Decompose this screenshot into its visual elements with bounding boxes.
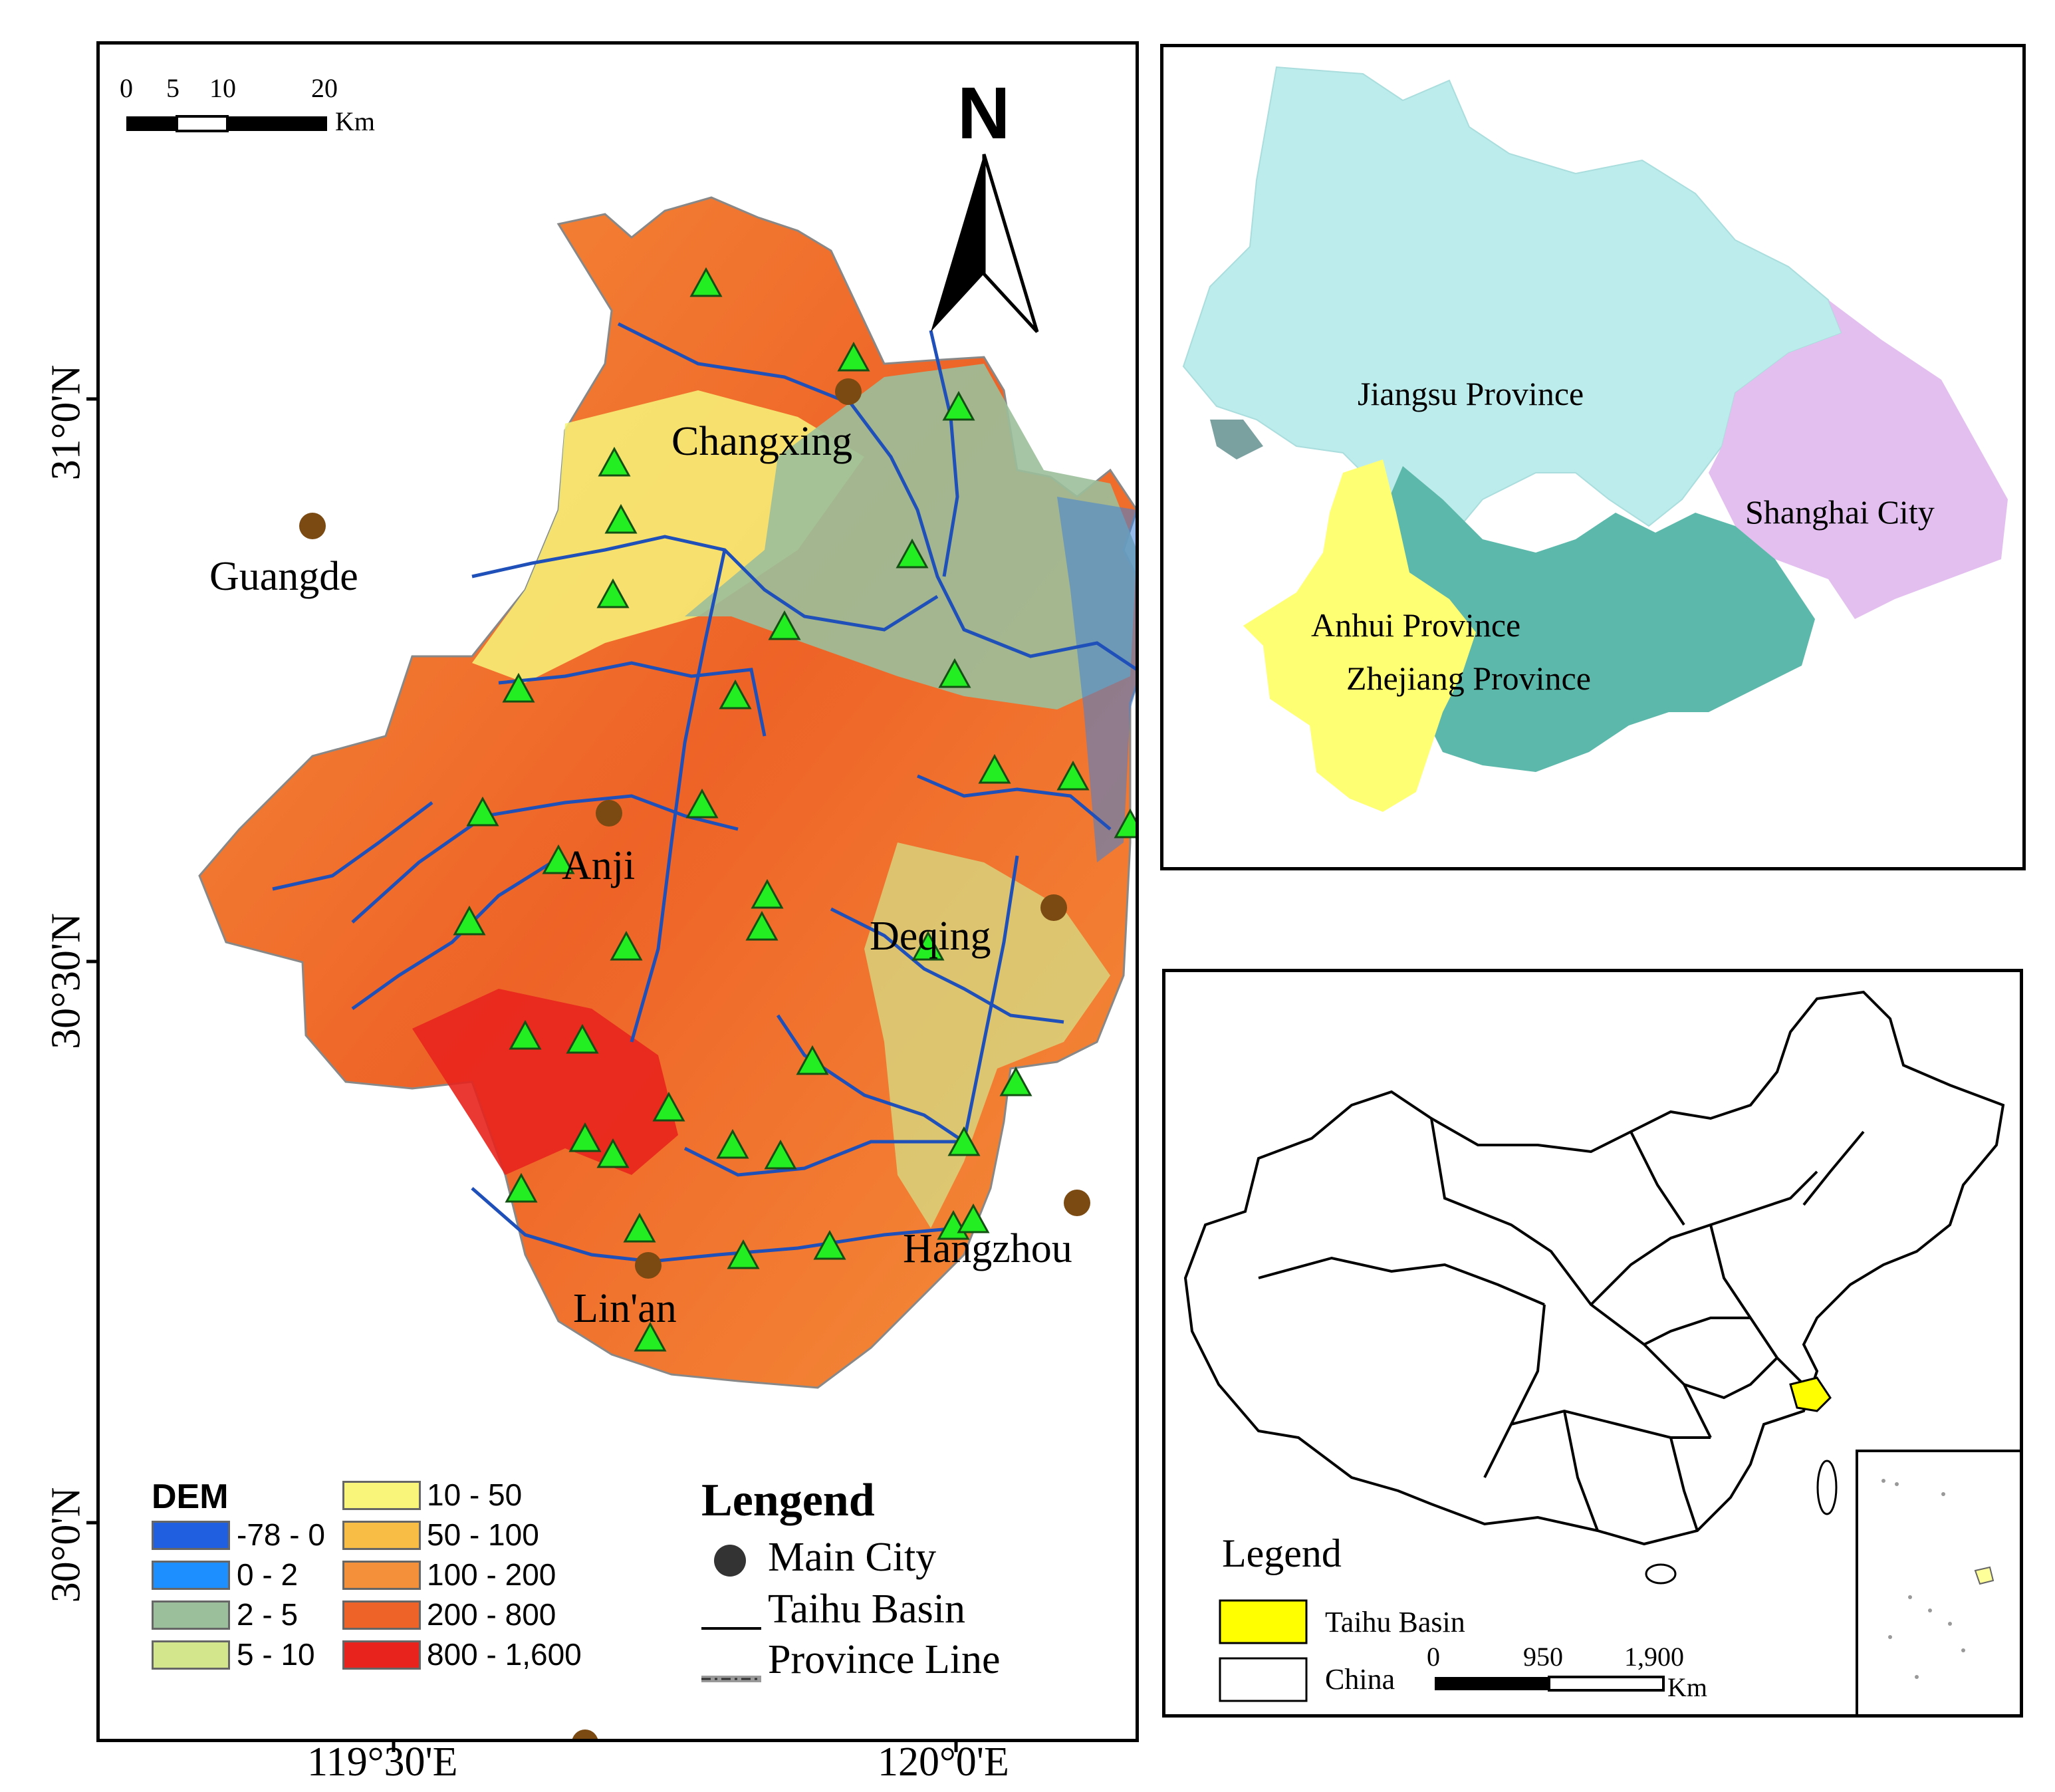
dem-label-4: 5 - 10	[237, 1637, 315, 1672]
legend-province-line: Province Line	[768, 1637, 1001, 1682]
dem-swatch-7	[342, 1561, 421, 1590]
china-scale-unit: Km	[1667, 1672, 1707, 1702]
main-city-symbol-icon	[714, 1545, 746, 1577]
dem-label-6: 50 - 100	[427, 1517, 539, 1552]
station-markers	[453, 267, 1136, 1352]
dem-swatch-6	[342, 1521, 421, 1550]
label-anhui: Anhui Province	[1311, 606, 1521, 644]
china-legend-taihu: Taihu Basin	[1325, 1606, 1465, 1638]
dem-label-3: 2 - 5	[237, 1597, 299, 1632]
dem-swatch-4	[152, 1640, 230, 1670]
legend-taihu-swatch	[1219, 1599, 1308, 1644]
dem-label-9: 800 - 1,600	[427, 1637, 582, 1672]
scale-unit: Km	[335, 106, 375, 136]
province-map-svg	[1182, 66, 2008, 812]
scale-tick-20: 20	[311, 73, 338, 103]
china-map-frame: Legend Taihu Basin China 0 950 1,900 Km	[1162, 969, 2023, 1718]
inset-taihu	[1974, 1566, 1995, 1585]
label-shanghai: Shanghai City	[1745, 493, 1935, 531]
china-scale-tick-950: 950	[1523, 1642, 1563, 1672]
shanghai-city-shape	[1709, 300, 2008, 619]
anhui-province-shape	[1243, 459, 1476, 812]
north-label: N	[957, 72, 1011, 154]
city-label-linan: Lin'an	[573, 1286, 677, 1331]
province-map-frame: Jiangsu Province Shanghai City Anhui Pro…	[1160, 44, 2026, 870]
hainan-island	[1645, 1563, 1677, 1585]
legend-taihu-basin: Taihu Basin	[768, 1587, 966, 1632]
city-label-changxing: Changxing	[671, 419, 853, 464]
symbol-legend-title: Lengend	[701, 1475, 875, 1526]
dem-swatch-9	[342, 1640, 421, 1670]
dem-label-7: 100 - 200	[427, 1557, 556, 1592]
river-network	[272, 322, 1136, 1263]
china-scale-white	[1548, 1676, 1665, 1692]
province-line-icon	[701, 1676, 761, 1682]
legend-main-city: Main City	[768, 1535, 937, 1580]
dem-swatch-2	[152, 1561, 230, 1590]
lat-label-31: 31°0'N	[43, 364, 89, 481]
dem-swatch-5	[342, 1481, 421, 1510]
city-label-anji: Anji	[562, 843, 636, 888]
taihu-basin-line-icon	[701, 1627, 761, 1630]
zhejiang-province-shape	[1383, 466, 1815, 772]
scale-tick-5: 5	[166, 73, 180, 103]
scale-tick-10: 10	[209, 73, 236, 103]
inset-islands	[1881, 1479, 1965, 1679]
scale-tick-0: 0	[120, 73, 133, 103]
dem-swatch-1	[152, 1521, 230, 1550]
lon-label-119-30: 119°30'E	[307, 1739, 458, 1785]
china-scale-tick-0: 0	[1427, 1642, 1440, 1672]
china-map-svg	[1183, 990, 2020, 1714]
city-label-hangzhou: Hangzhou	[903, 1226, 1072, 1271]
dem-label-1: -78 - 0	[237, 1517, 325, 1552]
dem-label-8: 200 - 800	[427, 1597, 556, 1632]
china-scale-tick-1900: 1,900	[1624, 1642, 1684, 1672]
dem-swatch-8	[342, 1600, 421, 1630]
dem-label-5: 10 - 50	[427, 1477, 523, 1512]
jiangsu-coast-strip	[1210, 420, 1263, 459]
city-label-guangde: Guangde	[209, 554, 358, 599]
lon-label-120: 120°0'E	[878, 1739, 1009, 1785]
north-arrow-icon	[931, 154, 1039, 333]
dem-legend-title: DEM	[152, 1477, 229, 1516]
dem-high-zone	[412, 989, 678, 1175]
lat-label-30-30: 30°30'N	[43, 913, 89, 1049]
lat-label-30: 30°0'N	[43, 1487, 89, 1603]
city-markers	[299, 378, 1090, 1739]
legend-china-swatch	[1219, 1657, 1308, 1702]
label-jiangsu: Jiangsu Province	[1358, 375, 1584, 412]
main-map-frame: 0 5 10 20 Km N Changxing Guangde Anji De…	[96, 41, 1139, 1742]
dem-swatch-3	[152, 1600, 230, 1630]
china-scale-black	[1435, 1677, 1549, 1690]
city-label-deqing: Deqing	[870, 914, 991, 959]
south-china-sea-inset	[1856, 1450, 2020, 1714]
taiwan-island	[1816, 1460, 1838, 1515]
main-map-svg	[126, 115, 1136, 1739]
label-zhejiang: Zhejiang Province	[1346, 660, 1591, 697]
dem-blue-margin	[1057, 497, 1136, 862]
dem-plain-green	[685, 364, 1136, 709]
jiangsu-province-shape	[1182, 66, 1843, 541]
scale-bar-graphic	[126, 115, 327, 132]
china-legend-china: China	[1325, 1663, 1395, 1696]
china-taihu-highlight	[1789, 1376, 1832, 1412]
dem-label-2: 0 - 2	[237, 1557, 299, 1592]
china-legend-title: Legend	[1222, 1531, 1342, 1575]
